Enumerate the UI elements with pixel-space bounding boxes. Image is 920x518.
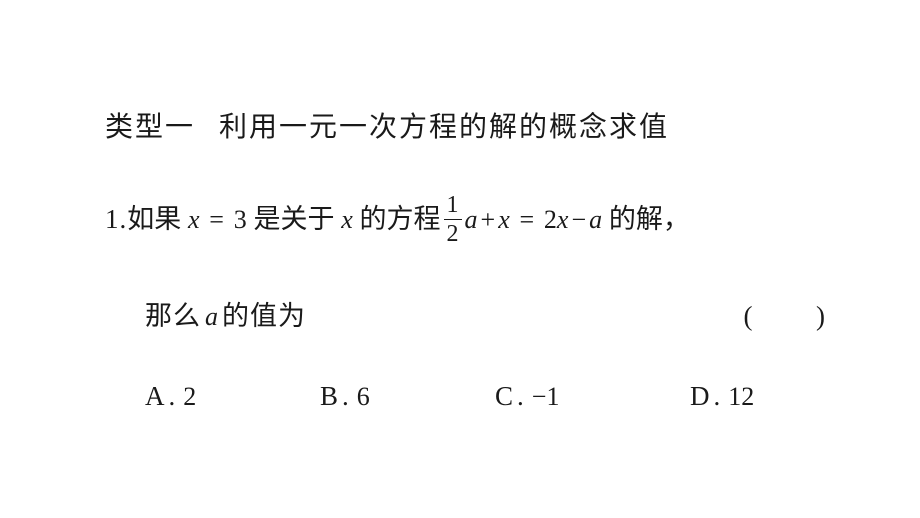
question-mid-text1: 是关于 (253, 198, 334, 241)
question-post-text: 的解， (609, 198, 690, 241)
document-content: 类型一利用一元一次方程的解的概念求值 1. 如果 x = 3 是关于 x 的方程… (105, 105, 825, 412)
question-line: 1. 如果 x = 3 是关于 x 的方程 1 2 a + x = 2 x − … (105, 193, 825, 246)
option-b-letter: B (320, 381, 338, 412)
space (247, 198, 254, 241)
option-a-dot: . (169, 381, 176, 412)
option-c-dot: . (517, 381, 524, 412)
space (353, 198, 360, 241)
category-heading: 类型一利用一元一次方程的解的概念求值 (105, 105, 825, 145)
minus-op: − (571, 199, 586, 241)
plus-op: + (481, 199, 496, 241)
fraction-numerator: 1 (444, 193, 462, 219)
eq-coef-2: 2 (544, 199, 557, 241)
space (227, 198, 234, 241)
question-mid-text2: 的方程 (360, 198, 441, 241)
option-c-letter: C (495, 381, 513, 412)
option-d-letter: D (690, 381, 710, 412)
given-variable: x (188, 199, 200, 241)
option-c-minus: − (532, 382, 547, 411)
given-value: 3 (234, 199, 247, 241)
option-a-letter: A (145, 381, 165, 412)
fraction-denominator: 2 (444, 219, 462, 246)
option-b-value: 6 (357, 382, 370, 412)
answer-prompt-line: 那么 a 的值为 ( ) (105, 294, 825, 333)
left-paren: ( (744, 301, 753, 331)
option-b-dot: . (342, 381, 349, 412)
answer-parentheses: ( ) (744, 301, 826, 332)
question-pre-text: 如果 (127, 198, 181, 241)
option-a: A. 2 (145, 381, 320, 412)
option-d-dot: . (714, 381, 721, 412)
option-c-num: 1 (546, 382, 559, 411)
option-a-value: 2 (183, 382, 196, 412)
question-number: 1. (105, 198, 127, 241)
about-variable: x (341, 199, 353, 241)
answer-post-text: 的值为 (222, 294, 306, 333)
right-paren: ) (816, 301, 825, 331)
answer-pre-text: 那么 (145, 294, 201, 333)
option-d: D. 12 (690, 381, 754, 412)
category-title: 利用一元一次方程的解的概念求值 (219, 112, 669, 143)
option-b: B. 6 (320, 381, 495, 412)
space (602, 198, 609, 241)
equals-sign: = (209, 199, 224, 241)
option-c: C. −1 (495, 381, 690, 412)
space (510, 198, 517, 241)
equals-sign-2: = (519, 199, 534, 241)
option-d-value: 12 (728, 382, 754, 412)
options-line: A. 2 B. 6 C. −1 D. 12 (105, 381, 825, 412)
eq-var-a2: a (589, 199, 602, 241)
category-label: 类型一 (105, 112, 195, 143)
eq-var-a1: a (465, 199, 478, 241)
space (200, 198, 207, 241)
option-c-value: −1 (532, 382, 560, 412)
eq-var-x2: x (557, 199, 569, 241)
eq-var-x1: x (498, 199, 510, 241)
fraction-half: 1 2 (444, 193, 462, 246)
answer-variable: a (205, 302, 218, 332)
space (537, 198, 544, 241)
space (181, 198, 188, 241)
